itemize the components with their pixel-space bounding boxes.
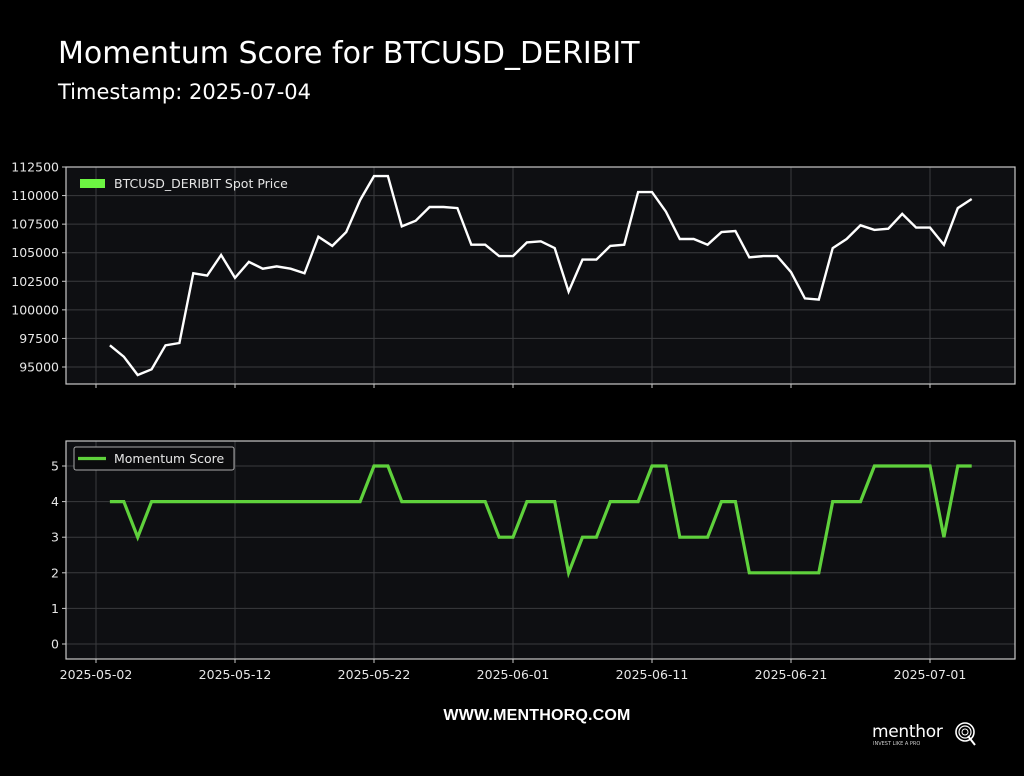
y-tick-label: 100000 (11, 302, 59, 317)
x-tick-label: 2025-06-01 (477, 667, 550, 682)
legend-patch-icon (80, 179, 105, 188)
price-plot-area (66, 167, 1015, 384)
price-legend: BTCUSD_DERIBIT Spot Price (80, 176, 288, 191)
logo-q-icon (955, 722, 976, 746)
y-tick-label: 102500 (11, 274, 59, 289)
logo-wordmark: menthor (872, 722, 943, 742)
price-legend-label: BTCUSD_DERIBIT Spot Price (114, 176, 288, 191)
price-line (109, 174, 973, 377)
y-tick-label: 4 (51, 494, 59, 509)
chart-subtitle: Timestamp: 2025-07-04 (58, 80, 312, 104)
y-tick-label: 107500 (11, 217, 59, 232)
y-tick-label: 1 (51, 601, 59, 616)
y-tick-label: 112500 (11, 160, 59, 175)
price-panel: 95000 97500 100000 102500 105000 107500 110000… (11, 160, 1016, 388)
momentum-x-axis: 2025-05-02 2025-05-12 2025-05-22 2025-06-01… (60, 659, 967, 682)
x-tick-label: 2025-06-21 (755, 667, 828, 682)
x-tick-label: 2025-07-01 (894, 667, 967, 682)
momentum-frame (65, 440, 1016, 660)
x-tick-label: 2025-05-22 (338, 667, 411, 682)
price-y-axis: 95000 97500 100000 102500 105000 107500 110000… (11, 160, 66, 375)
x-tick-label: 2025-06-11 (616, 667, 689, 682)
menthorq-logo: menthor INVEST LIKE A PRO (872, 722, 982, 748)
y-tick-label: 3 (51, 530, 59, 545)
y-tick-label: 5 (51, 459, 59, 474)
momentum-line (109, 464, 972, 579)
y-tick-label: 97500 (19, 331, 59, 346)
momentum-legend-label: Momentum Score (114, 451, 225, 466)
legend-box (73, 446, 235, 471)
y-tick-label: 0 (51, 637, 59, 652)
price-x-ticks (95, 384, 931, 388)
chart-title: Momentum Score for BTCUSD_DERIBIT (58, 36, 640, 71)
momentum-legend: Momentum Score (73, 446, 235, 471)
x-tick-label: 2025-05-12 (199, 667, 272, 682)
x-tick-label: 2025-05-02 (60, 667, 133, 682)
momentum-y-axis: 0 1 2 3 4 5 (51, 459, 66, 652)
website-url: WWW.MENTHORQ.COM (443, 707, 631, 724)
y-tick-label: 110000 (11, 188, 59, 203)
y-tick-label: 105000 (11, 245, 59, 260)
y-tick-label: 2 (51, 565, 59, 580)
y-tick-label: 95000 (19, 360, 59, 375)
momentum-plot-area (66, 441, 1015, 659)
price-frame (65, 166, 1016, 385)
logo-tagline: INVEST LIKE A PRO (873, 741, 921, 747)
